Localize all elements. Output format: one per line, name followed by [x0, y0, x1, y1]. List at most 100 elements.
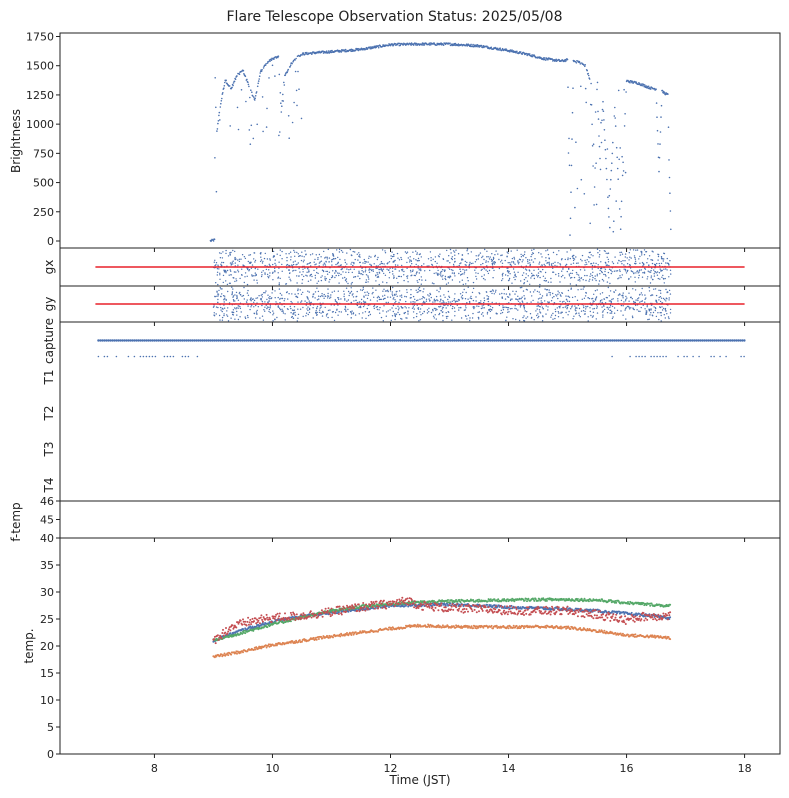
gx-point [349, 248, 352, 251]
brightness-point [505, 48, 507, 50]
status-capture-point [727, 339, 730, 342]
gy-point [579, 316, 581, 318]
gy-point [489, 310, 492, 313]
gy-point [658, 296, 660, 299]
gy-point [519, 287, 522, 289]
gy-point [542, 316, 544, 318]
gy-point [320, 312, 322, 314]
gx-point [254, 259, 257, 262]
gx-point [380, 262, 382, 265]
gy-point [289, 305, 291, 308]
status-t1-point [635, 355, 637, 358]
gy-point [369, 299, 372, 301]
brightness-point [247, 83, 250, 86]
gy-point [353, 300, 355, 302]
status-t1-point [677, 355, 679, 358]
brightness-point [584, 65, 586, 68]
gx-point [480, 269, 482, 271]
gx-point [504, 274, 507, 276]
gy-point [327, 316, 329, 319]
gx-point [575, 284, 577, 286]
gx-point [483, 274, 485, 276]
gx-point [569, 277, 572, 279]
brightness-point [656, 116, 658, 118]
temp-orange-point [312, 636, 315, 639]
gx-point [586, 259, 588, 261]
gx-point [412, 251, 414, 253]
gx-point [475, 255, 477, 257]
gy-point [428, 311, 430, 313]
gx-point [642, 262, 644, 265]
gx-point [260, 256, 262, 258]
gx-point [536, 276, 539, 278]
gy-point [596, 306, 598, 308]
gy-point [461, 294, 464, 297]
gx-point [353, 263, 355, 265]
temp-orange-point [339, 635, 342, 638]
gy-point [236, 297, 238, 300]
status-capture-point [489, 339, 492, 342]
status-t1-point [163, 355, 166, 358]
gx-point [428, 265, 430, 267]
gx-point [481, 275, 483, 278]
gx-point [464, 260, 466, 263]
gy-point [631, 315, 634, 317]
gx-point [603, 273, 605, 276]
gy-point [350, 311, 352, 314]
gy-point [232, 288, 234, 290]
gy-point [284, 298, 286, 300]
gy-point [362, 312, 364, 314]
gx-point [269, 272, 271, 274]
gy-point [404, 306, 406, 308]
gy-point [507, 309, 509, 311]
gy-point [628, 292, 630, 294]
gx-point [321, 275, 323, 277]
gy-point [214, 295, 216, 298]
brightness-point [600, 141, 603, 144]
status-capture-point [229, 339, 232, 342]
gy-point [316, 299, 319, 301]
gy-point [644, 301, 646, 303]
gx-point [213, 261, 215, 263]
gy-point [524, 310, 526, 312]
gy-point [434, 314, 436, 316]
gy-point [659, 296, 662, 298]
gx-point [433, 272, 435, 275]
gx-point [604, 268, 607, 270]
gy-point [269, 295, 271, 298]
gx-point [461, 279, 463, 281]
gx-point [559, 263, 561, 265]
status-capture-point [675, 339, 678, 342]
gy-point [609, 290, 612, 292]
gx-point [286, 256, 288, 259]
status-capture-point [599, 339, 602, 342]
gx-point [292, 270, 294, 272]
brightness-point [258, 78, 261, 80]
gx-point [643, 249, 646, 251]
gy-point [493, 293, 495, 295]
gy-point [412, 295, 415, 298]
status-capture-point [167, 339, 170, 342]
status-capture-point [715, 339, 718, 342]
gy-point [373, 305, 375, 308]
gy-point [561, 292, 564, 294]
temp-orange-point [254, 648, 257, 651]
gx-point [548, 258, 550, 260]
gy-point [470, 295, 472, 298]
gx-point [298, 255, 300, 258]
gx-point [331, 276, 334, 278]
gy-point [559, 300, 561, 303]
gy-point [464, 298, 467, 300]
gx-point [325, 277, 327, 280]
temp-blue-point [261, 623, 264, 626]
brightness-point [240, 89, 243, 91]
status-t1-point [653, 355, 655, 358]
gx-point [238, 260, 241, 263]
gx-point [317, 257, 319, 259]
gy-point [531, 295, 533, 297]
gx-point [481, 268, 483, 271]
gy-point [416, 299, 418, 302]
gx-point [578, 276, 580, 278]
gx-point [304, 250, 306, 252]
status-capture-point [493, 339, 496, 342]
